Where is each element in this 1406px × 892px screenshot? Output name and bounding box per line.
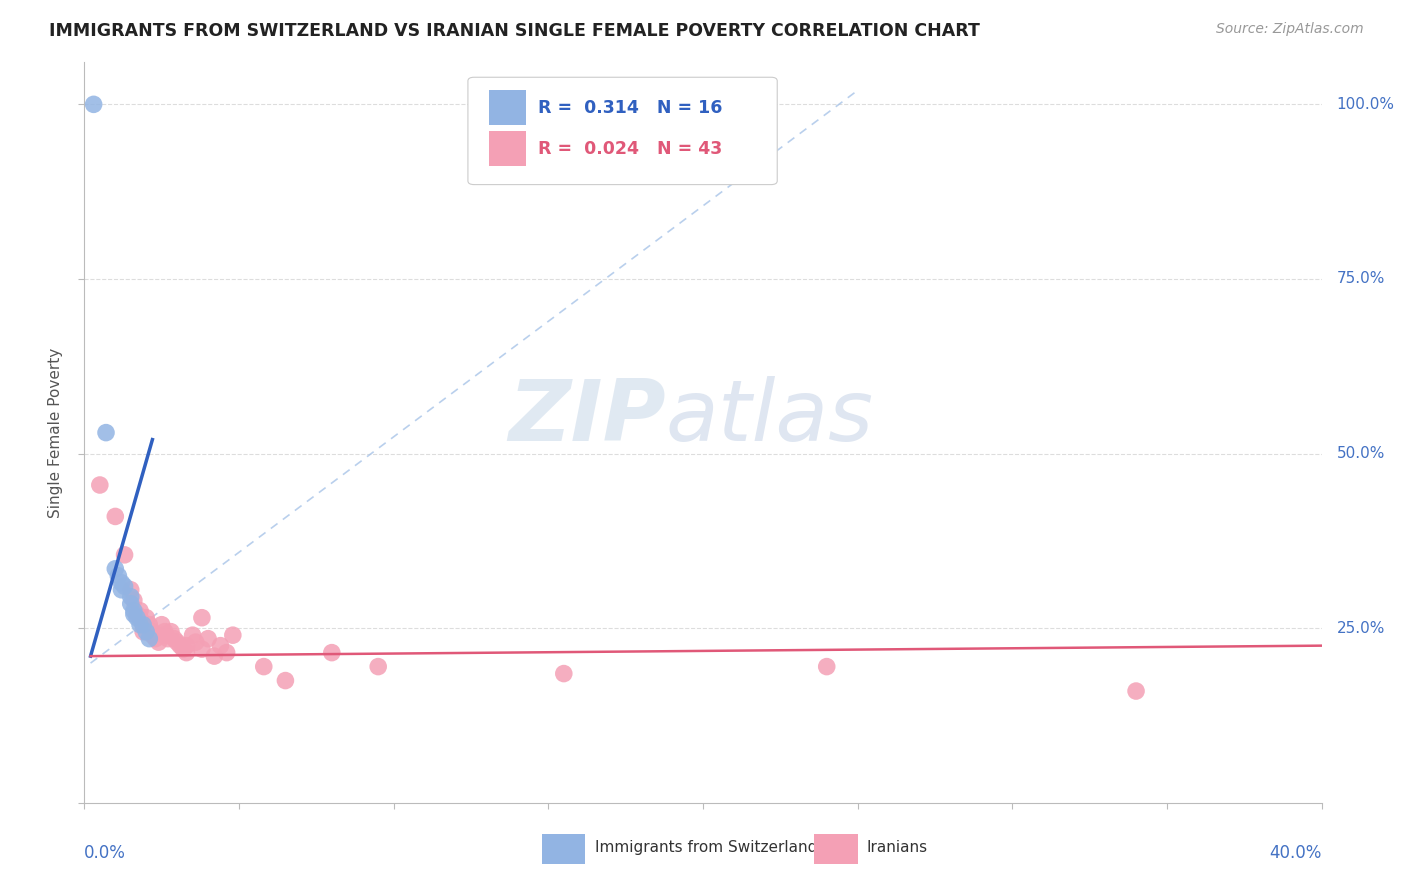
Point: [138, 617, 160, 632]
Point: [122, 593, 145, 607]
Point: [114, 579, 136, 593]
Point: [107, 569, 129, 583]
Point: [125, 607, 148, 622]
Point: [191, 610, 214, 624]
Text: IMMIGRANTS FROM SWITZERLAND VS IRANIAN SINGLE FEMALE POVERTY CORRELATION CHART: IMMIGRANTS FROM SWITZERLAND VS IRANIAN S…: [49, 22, 980, 40]
Point: [172, 642, 194, 657]
Point: [181, 628, 204, 642]
Text: R =  0.024   N = 43: R = 0.024 N = 43: [538, 140, 723, 158]
Point: [209, 639, 232, 653]
Point: [132, 617, 155, 632]
Point: [150, 617, 173, 632]
Point: [169, 639, 191, 653]
Point: [166, 635, 188, 649]
Point: [148, 635, 170, 649]
Text: 0.0%: 0.0%: [84, 844, 127, 862]
Point: [367, 659, 389, 673]
Point: [153, 628, 176, 642]
Text: 50.0%: 50.0%: [1337, 446, 1385, 461]
Point: [104, 509, 127, 524]
Point: [202, 649, 225, 664]
Text: 75.0%: 75.0%: [1337, 271, 1385, 286]
Text: 25.0%: 25.0%: [1337, 621, 1385, 636]
Point: [135, 624, 157, 639]
Point: [160, 624, 183, 639]
Point: [125, 610, 148, 624]
Point: [129, 610, 152, 624]
Point: [110, 582, 132, 597]
Text: Immigrants from Switzerland: Immigrants from Switzerland: [595, 839, 818, 855]
Point: [132, 617, 155, 632]
Point: [104, 562, 127, 576]
Point: [176, 639, 198, 653]
Point: [274, 673, 297, 688]
Bar: [489, 90, 526, 126]
Point: [141, 628, 163, 642]
Point: [129, 617, 152, 632]
Text: 100.0%: 100.0%: [1337, 97, 1395, 112]
Text: 40.0%: 40.0%: [1270, 844, 1322, 862]
Point: [1125, 684, 1147, 698]
Point: [94, 425, 117, 440]
Text: R =  0.314   N = 16: R = 0.314 N = 16: [538, 99, 723, 118]
Text: ZIP: ZIP: [508, 376, 666, 459]
Point: [163, 632, 186, 646]
Bar: [814, 834, 858, 863]
Point: [191, 642, 214, 657]
Point: [120, 582, 142, 597]
FancyBboxPatch shape: [468, 78, 778, 185]
Point: [153, 624, 176, 639]
Point: [120, 597, 142, 611]
Point: [215, 646, 238, 660]
Point: [120, 590, 142, 604]
Point: [321, 646, 343, 660]
Point: [132, 624, 155, 639]
Point: [197, 632, 219, 646]
Point: [83, 97, 105, 112]
Point: [156, 632, 179, 646]
Point: [141, 624, 163, 639]
Text: Iranians: Iranians: [866, 839, 928, 855]
Point: [815, 659, 838, 673]
Point: [145, 632, 167, 646]
Point: [122, 607, 145, 622]
Y-axis label: Single Female Poverty: Single Female Poverty: [48, 348, 63, 517]
Point: [110, 575, 132, 590]
Point: [135, 610, 157, 624]
Point: [553, 666, 575, 681]
Bar: [489, 130, 526, 166]
Point: [114, 548, 136, 562]
Point: [129, 604, 152, 618]
Point: [222, 628, 245, 642]
Point: [122, 604, 145, 618]
Point: [253, 659, 276, 673]
Text: Source: ZipAtlas.com: Source: ZipAtlas.com: [1216, 22, 1364, 37]
Bar: [543, 834, 585, 863]
Point: [89, 478, 111, 492]
Text: atlas: atlas: [666, 376, 875, 459]
Point: [138, 632, 160, 646]
Point: [176, 646, 198, 660]
Point: [184, 635, 207, 649]
